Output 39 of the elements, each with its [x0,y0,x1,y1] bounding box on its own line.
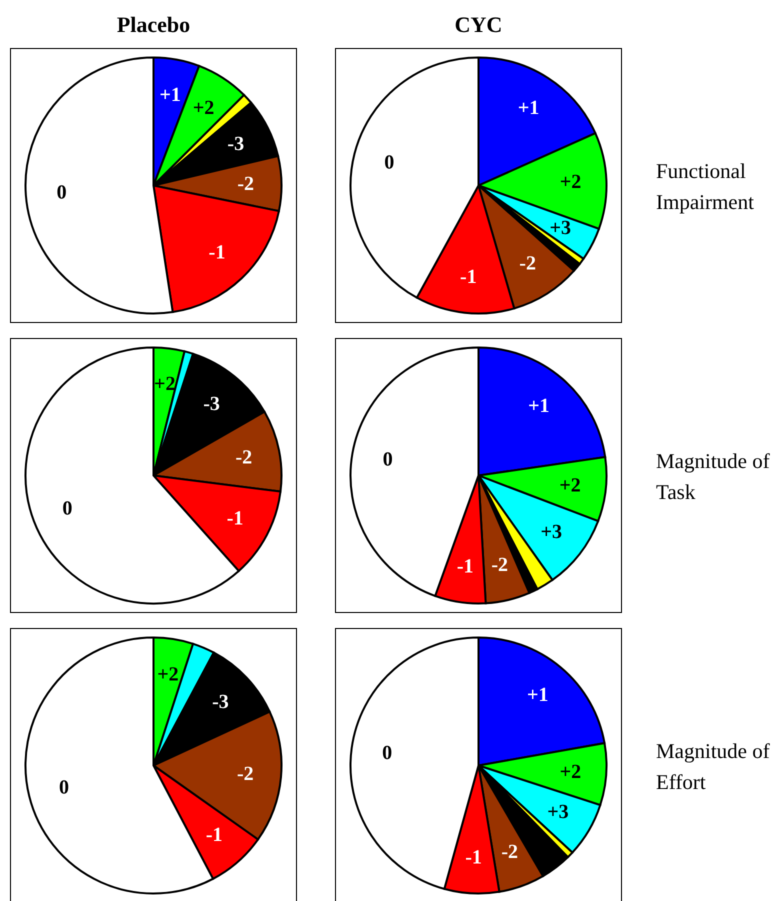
slice-label: -2 [491,554,508,576]
slice-label: -3 [227,132,244,155]
slice-label: -1 [460,266,477,288]
slice-label: -2 [237,173,254,196]
slice-label: -1 [208,241,226,264]
slice-label: -2 [519,252,536,274]
slice-label: 0 [382,742,392,764]
slice-label: -1 [465,846,482,869]
slice-label: +2 [192,97,214,120]
slice-label: +2 [560,171,582,194]
slice-label: +2 [560,760,582,783]
slice-label: 0 [384,152,394,174]
slice-label: 0 [382,448,393,471]
slice-label: +1 [528,394,550,417]
slice-label: -2 [236,446,252,468]
slice-label: +3 [547,801,569,824]
slice-label: 0 [59,776,70,799]
slice-label: -1 [456,556,474,578]
chart-title: CYC [454,12,504,38]
slice-label: -1 [206,824,223,846]
text: Magnitude of Effort [656,738,771,796]
slice-label: 0 [56,181,67,204]
chart-title: Placebo [116,12,192,38]
slice-label: -3 [203,392,220,415]
slice-label: -2 [501,841,518,864]
slice-label: +3 [540,520,562,543]
slice-label: +1 [526,684,548,706]
text: Functional Impairment [656,158,755,216]
slice-label: +3 [550,216,572,239]
slice-label: +1 [159,84,181,106]
slice-label: 0 [62,497,72,520]
slice-label: -3 [212,691,229,714]
slice-label: +2 [157,663,179,686]
slice-label: -1 [226,507,244,530]
slice-label: +2 [559,474,581,497]
slice-label: +1 [518,97,540,120]
text: Magnitude of Task [656,448,771,506]
slice-label: +2 [154,373,176,396]
slice-label: -2 [236,762,254,785]
